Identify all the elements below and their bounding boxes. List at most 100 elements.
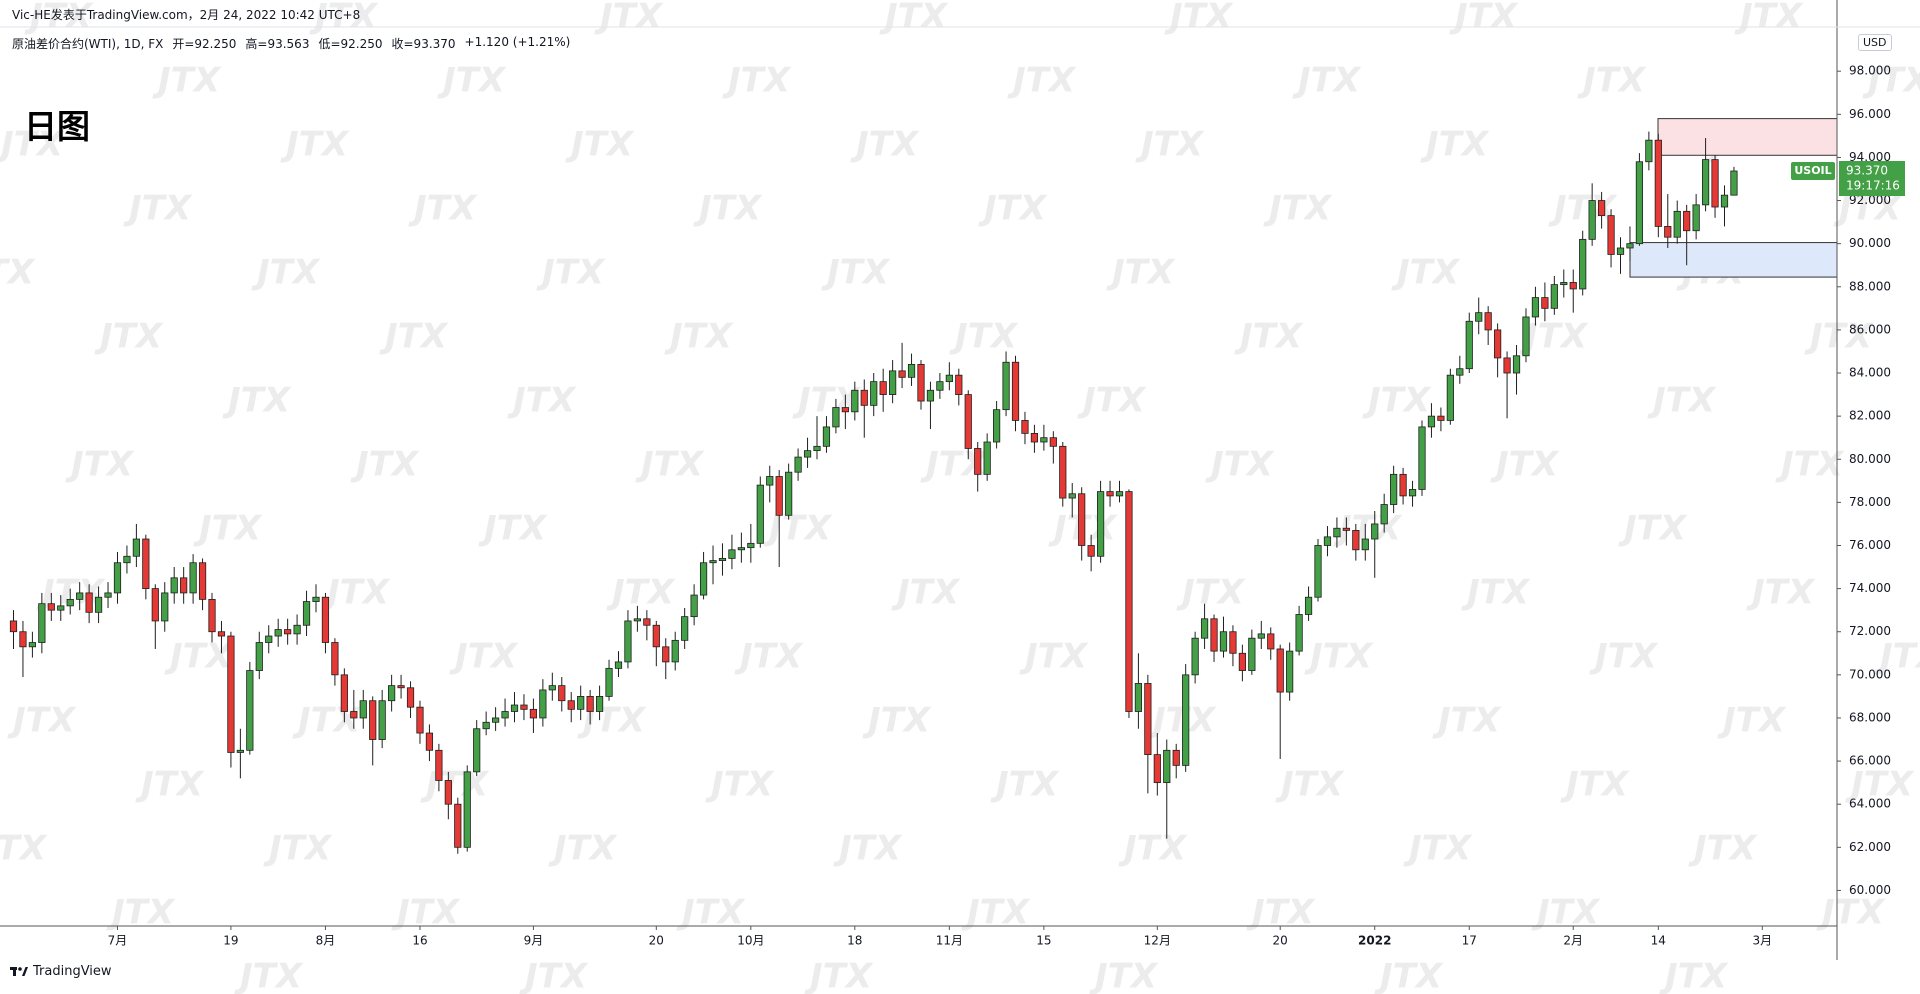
candle-body (1257, 633, 1265, 639)
watermark: JTX (0, 125, 65, 165)
candle-body (1456, 368, 1464, 376)
chart-title: 日图 (24, 107, 90, 146)
watermark: JTX (705, 765, 775, 805)
x-tick-label: 14 (1651, 934, 1666, 948)
y-tick-label: 68.000 (1849, 710, 1891, 724)
watermark: JTX (263, 829, 333, 869)
y-tick-label: 96.000 (1849, 107, 1891, 121)
candle-body (142, 538, 150, 590)
y-tick-label: 86.000 (1849, 322, 1891, 336)
ohlc-change: +1.120 (+1.21%) (464, 35, 571, 49)
candle-body (19, 631, 27, 648)
candle-body (1191, 637, 1199, 676)
candle-body (1229, 631, 1237, 654)
candle-body (1078, 493, 1086, 546)
candle-body (1352, 529, 1360, 551)
candle-body (397, 685, 405, 689)
watermark: JTX (1118, 829, 1188, 869)
watermark: JTX (1135, 125, 1205, 165)
x-tick-label: 20 (1273, 934, 1288, 948)
watermark: JTX (1717, 701, 1787, 741)
watermark: JTX (763, 509, 833, 549)
candle-body (1446, 374, 1454, 421)
candle-body (406, 687, 415, 708)
candle-body (624, 620, 632, 663)
candle-body (709, 560, 717, 564)
candle-body (747, 542, 755, 549)
candle-body (293, 624, 301, 635)
watermark: JTX (1432, 701, 1502, 741)
watermark: JTX (449, 637, 519, 677)
x-tick-label: 3月 (1752, 934, 1772, 948)
watermark: JTX (850, 125, 920, 165)
x-tick-label: 18 (847, 934, 862, 948)
candle-body (227, 635, 235, 753)
candle-body (85, 592, 93, 613)
candle-body (870, 381, 878, 406)
candle-body (681, 616, 689, 641)
candle-body (1153, 754, 1161, 784)
candle-body (236, 749, 244, 753)
ohlc-open: 开=92.250 (172, 37, 237, 51)
watermark: JTX (990, 765, 1060, 805)
candle-body (1267, 633, 1275, 650)
candle-body (1144, 683, 1152, 756)
brand-logo (10, 967, 28, 976)
watermark: JTX (693, 189, 763, 229)
x-tick-label: 9月 (524, 934, 544, 948)
candle-body (860, 389, 868, 406)
candle-body (1361, 538, 1369, 551)
candle-body (595, 695, 604, 712)
candle-body (388, 685, 396, 702)
candle-body (198, 562, 207, 600)
candle-body (1437, 415, 1445, 421)
watermark: JTX (1362, 381, 1432, 421)
y-tick-label: 64.000 (1849, 797, 1891, 811)
candle-body (1683, 210, 1691, 232)
candle-body (378, 700, 386, 740)
watermark: JTX (222, 381, 292, 421)
watermark: JTX (292, 701, 362, 741)
candle-body (1096, 491, 1105, 557)
candle-body (1059, 445, 1067, 499)
watermark: JTX (1147, 701, 1217, 741)
watermark: JTX (792, 381, 862, 421)
currency-button[interactable]: USD (1858, 34, 1892, 51)
candle-body (1323, 536, 1332, 546)
watermark: JTX (1106, 253, 1176, 293)
y-tick-label: 90.000 (1849, 236, 1891, 250)
watermark: JTX (978, 189, 1048, 229)
candle-body (1503, 357, 1511, 374)
watermark: JTX (1089, 957, 1159, 994)
x-tick-label: 7月 (108, 934, 128, 948)
watermark: JTX (734, 637, 804, 677)
candle-body (1295, 614, 1303, 652)
watermark: JTX (1077, 381, 1147, 421)
watermark: JTX (1589, 637, 1659, 677)
candle-body (1040, 437, 1048, 443)
candle-body (454, 803, 462, 848)
brand-name: TradingView (33, 964, 112, 979)
candle-body (482, 721, 490, 730)
watermark: JTX (152, 61, 222, 101)
watermark: JTX (1845, 765, 1915, 805)
candle-body (350, 711, 358, 719)
candle-body (1512, 355, 1521, 374)
candle-body (1011, 361, 1020, 421)
candle-body (756, 484, 764, 544)
candle-body (690, 594, 698, 618)
candle-body (1616, 247, 1625, 255)
watermark: JTX (1420, 125, 1490, 165)
x-tick-label: 10月 (737, 934, 764, 948)
candle-body (1304, 596, 1313, 615)
candle-body (217, 631, 226, 637)
candle-body (1380, 504, 1388, 525)
watermark: JTX (1374, 957, 1444, 994)
watermark: JTX (1234, 317, 1304, 357)
watermark: JTX (1007, 61, 1077, 101)
candle-body (463, 771, 471, 848)
candle-body (246, 670, 254, 751)
candle-body (1342, 527, 1350, 531)
candle-body (1598, 200, 1606, 217)
watermark: JTX (1292, 61, 1362, 101)
